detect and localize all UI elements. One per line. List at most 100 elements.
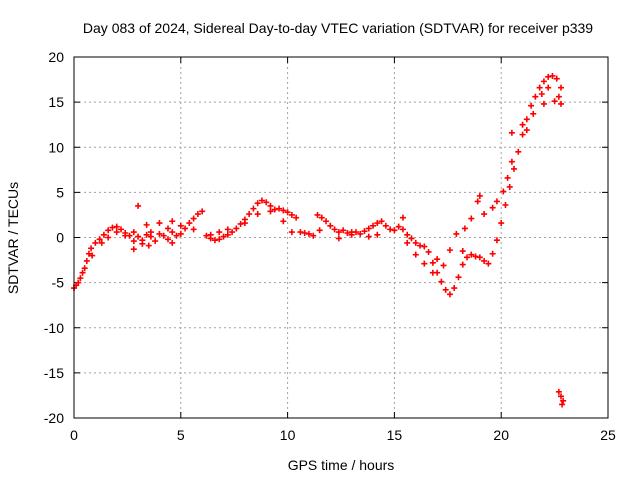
data-point — [254, 200, 261, 207]
data-point — [246, 211, 253, 218]
data-point — [459, 261, 466, 268]
data-point — [237, 220, 244, 227]
data-point — [357, 230, 364, 237]
data-point — [446, 291, 453, 298]
data-point — [92, 239, 99, 246]
y-tick-label: 0 — [56, 230, 64, 246]
data-point — [528, 102, 535, 109]
data-point — [555, 93, 562, 100]
data-point — [297, 229, 304, 236]
data-point — [558, 100, 565, 107]
data-point — [549, 72, 556, 79]
data-point — [523, 116, 530, 123]
data-point — [177, 222, 184, 229]
data-point — [156, 220, 163, 227]
data-point — [489, 250, 496, 257]
data-point — [258, 197, 265, 204]
data-point — [113, 229, 120, 236]
data-point — [515, 148, 522, 155]
data-point — [536, 84, 543, 91]
data-point — [440, 262, 447, 269]
data-point — [412, 251, 419, 258]
data-point — [254, 211, 261, 218]
data-point — [532, 93, 539, 100]
data-point — [474, 198, 481, 205]
data-point — [506, 183, 513, 190]
data-point — [545, 73, 552, 80]
data-point — [382, 222, 389, 229]
data-point — [263, 199, 270, 206]
data-point — [267, 202, 274, 209]
data-point — [370, 222, 377, 229]
data-point — [519, 121, 526, 128]
data-point — [190, 226, 197, 233]
data-point — [130, 238, 137, 245]
data-point — [434, 256, 441, 263]
data-point — [365, 225, 372, 232]
data-point — [429, 269, 436, 276]
data-point — [455, 274, 462, 281]
data-point — [199, 208, 206, 215]
data-point — [77, 275, 84, 282]
data-point — [335, 235, 342, 242]
data-point — [340, 227, 347, 234]
data-point — [220, 233, 227, 240]
data-point — [88, 245, 95, 252]
data-point — [523, 127, 530, 134]
data-point — [310, 232, 317, 239]
x-tick-label: 5 — [177, 427, 185, 443]
x-tick-label: 10 — [280, 427, 296, 443]
y-tick-label: -15 — [44, 365, 64, 381]
data-point — [105, 227, 112, 234]
y-tick-label: 15 — [48, 94, 64, 110]
data-point — [404, 231, 411, 238]
data-point — [408, 235, 415, 242]
data-point — [293, 214, 300, 221]
data-point — [100, 231, 107, 238]
x-axis-label: GPS time / hours — [288, 457, 395, 473]
data-point — [468, 215, 475, 222]
chart-title: Day 083 of 2024, Sidereal Day-to-day VTE… — [83, 20, 593, 36]
data-point — [117, 226, 124, 233]
data-point — [472, 253, 479, 260]
data-point — [361, 228, 368, 235]
data-point — [241, 220, 248, 227]
data-point — [374, 231, 381, 238]
data-point — [464, 254, 471, 261]
data-point — [280, 207, 287, 214]
data-point — [508, 129, 515, 136]
data-point — [378, 218, 385, 225]
data-point — [156, 230, 163, 237]
data-point — [417, 242, 424, 249]
data-point — [425, 248, 432, 255]
data-point — [186, 220, 193, 227]
data-point — [530, 110, 537, 117]
data-point — [331, 226, 338, 233]
data-point — [224, 231, 231, 238]
data-point — [399, 214, 406, 221]
data-point — [211, 237, 218, 244]
data-point — [169, 229, 176, 236]
data-point — [493, 237, 500, 244]
data-point — [135, 233, 142, 240]
data-point — [442, 286, 449, 293]
y-tick-label: 10 — [48, 139, 64, 155]
data-point — [404, 239, 411, 246]
axis-ticks: 0 5 10 15 20 25 -20 -15 -10 -5 0 5 10 15 20 — [44, 49, 616, 443]
data-point — [130, 246, 137, 253]
data-point — [485, 260, 492, 267]
data-point — [276, 205, 283, 212]
data-point — [560, 397, 567, 404]
data-point — [446, 247, 453, 254]
data-point — [194, 211, 201, 218]
data-points — [71, 72, 567, 408]
data-point — [374, 220, 381, 227]
data-point — [316, 227, 323, 234]
data-point — [250, 205, 257, 212]
data-point — [233, 225, 240, 232]
data-point — [468, 251, 475, 258]
data-point — [130, 229, 137, 236]
x-tick-label: 25 — [600, 427, 616, 443]
data-point — [177, 230, 184, 237]
data-point — [429, 259, 436, 266]
